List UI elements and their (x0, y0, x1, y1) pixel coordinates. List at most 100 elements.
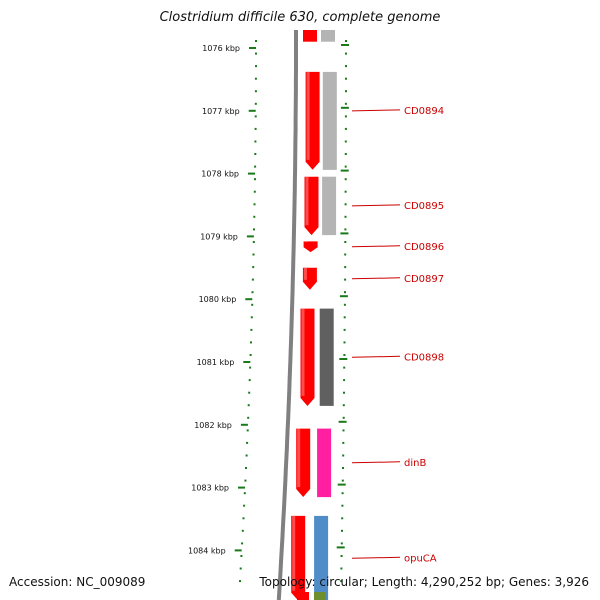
tick-mark (249, 47, 256, 49)
minor-tick-dot (344, 140, 347, 143)
minor-tick-dot (253, 203, 256, 206)
minor-tick-dot (243, 492, 246, 495)
gene-label: dinB (404, 458, 426, 469)
minor-tick-dot (247, 404, 250, 407)
tick-mark (245, 298, 253, 301)
minor-tick-dot (250, 328, 253, 331)
minor-tick-dot (242, 517, 245, 520)
minor-tick-dot (344, 102, 347, 105)
minor-tick-dot (245, 467, 247, 469)
gene-highlight (306, 71, 310, 160)
gene-highlight (304, 241, 308, 243)
minor-tick-dot (344, 203, 347, 206)
minor-tick-dot (344, 253, 347, 256)
tick-label: 1076 kbp (202, 44, 240, 53)
minor-tick-dot (340, 542, 343, 545)
map-title: Clostridium difficile 630, complete geno… (159, 10, 441, 25)
minor-tick-dot (344, 241, 347, 243)
tick-label: 1078 kbp (201, 170, 239, 179)
minor-tick-dot (252, 266, 255, 269)
minor-tick-dot (342, 416, 345, 419)
minor-tick-dot (246, 429, 249, 432)
tick-mark (238, 486, 245, 489)
tick-label: 1083 kbp (191, 484, 229, 493)
label-leader-line (351, 245, 401, 248)
minor-tick-dot (344, 190, 347, 193)
minor-tick-dot (341, 479, 344, 482)
minor-tick-dot (255, 40, 257, 42)
minor-tick-dot (249, 366, 252, 369)
minor-tick-dot (344, 215, 347, 218)
gene-features (291, 30, 337, 600)
minor-tick-dot (254, 153, 257, 155)
minor-tick-dot (343, 366, 346, 369)
label-leader-line (351, 204, 401, 207)
cog-bar (317, 428, 332, 498)
gene-arrow (297, 592, 309, 600)
minor-tick-dot (255, 52, 257, 55)
minor-tick-dot (340, 580, 343, 583)
minor-tick-dot (342, 441, 345, 444)
minor-tick-dot (247, 416, 250, 419)
minor-tick-dot (246, 441, 249, 444)
minor-tick-dot (344, 115, 347, 118)
minor-tick-dot (345, 77, 347, 80)
minor-tick-dot (343, 354, 346, 356)
tick-mark (243, 361, 251, 363)
tick-label: 1081 kbp (197, 358, 235, 367)
minor-tick-dot (239, 580, 241, 583)
minor-tick-dot (243, 504, 246, 507)
backbone-arc (276, 30, 298, 600)
minor-tick-dot (251, 278, 254, 281)
minor-tick-dot (254, 115, 257, 118)
tick-label: 1077 kbp (202, 107, 240, 116)
gene-label: CD0896 (404, 242, 444, 253)
minor-tick-dot (341, 529, 343, 532)
minor-tick-dot (251, 303, 254, 306)
minor-tick-dot (249, 354, 252, 356)
tick-mark (248, 172, 255, 175)
tick-mark (336, 546, 345, 549)
cog-bar (314, 515, 329, 600)
cog-bar (314, 592, 326, 600)
minor-tick-dot (255, 65, 257, 68)
label-leader-line (351, 109, 401, 112)
tick-mark (240, 423, 248, 426)
gene-label: CD0895 (404, 201, 444, 212)
tick-label: 1079 kbp (200, 232, 238, 241)
minor-tick-dot (343, 328, 346, 331)
minor-tick-dot (253, 215, 256, 218)
minor-tick-dot (254, 77, 257, 80)
label-leader-line (351, 461, 401, 464)
cog-bar (321, 30, 335, 42)
minor-tick-dot (344, 165, 347, 168)
label-leader-line (351, 277, 401, 280)
gene-highlight (292, 515, 296, 591)
minor-tick-dot (244, 479, 247, 482)
tick-label: 1084 kbp (188, 546, 226, 555)
minor-tick-dot (343, 341, 346, 344)
minor-tick-dot (345, 65, 347, 68)
minor-tick-dot (254, 178, 256, 181)
minor-tick-dot (341, 504, 344, 507)
minor-tick-dot (254, 102, 257, 105)
tick-mark (337, 483, 346, 486)
major-ticks: 1076 kbp 1077 kbp 1078 kbp 1079 kbp 1080 kbp… (188, 44, 349, 555)
genome-summary: Topology: circular; Length: 4,290,252 bp… (259, 575, 589, 589)
tick-mark (248, 109, 256, 112)
minor-tick-dot (342, 467, 344, 469)
tick-mark (339, 295, 348, 298)
gene-arrow (303, 30, 317, 42)
tick-mark (339, 358, 348, 360)
gene-label: CD0898 (404, 352, 444, 363)
gene-highlight (305, 176, 309, 226)
gene-label: CD0894 (404, 106, 444, 117)
gene-label: opuCA (404, 553, 437, 564)
minor-tick-dot (240, 555, 243, 557)
tick-mark (340, 232, 349, 235)
label-leader-line (351, 556, 401, 559)
minor-tick-dot (344, 178, 347, 181)
tick-mark (341, 44, 349, 46)
minor-tick-dot (241, 542, 244, 545)
